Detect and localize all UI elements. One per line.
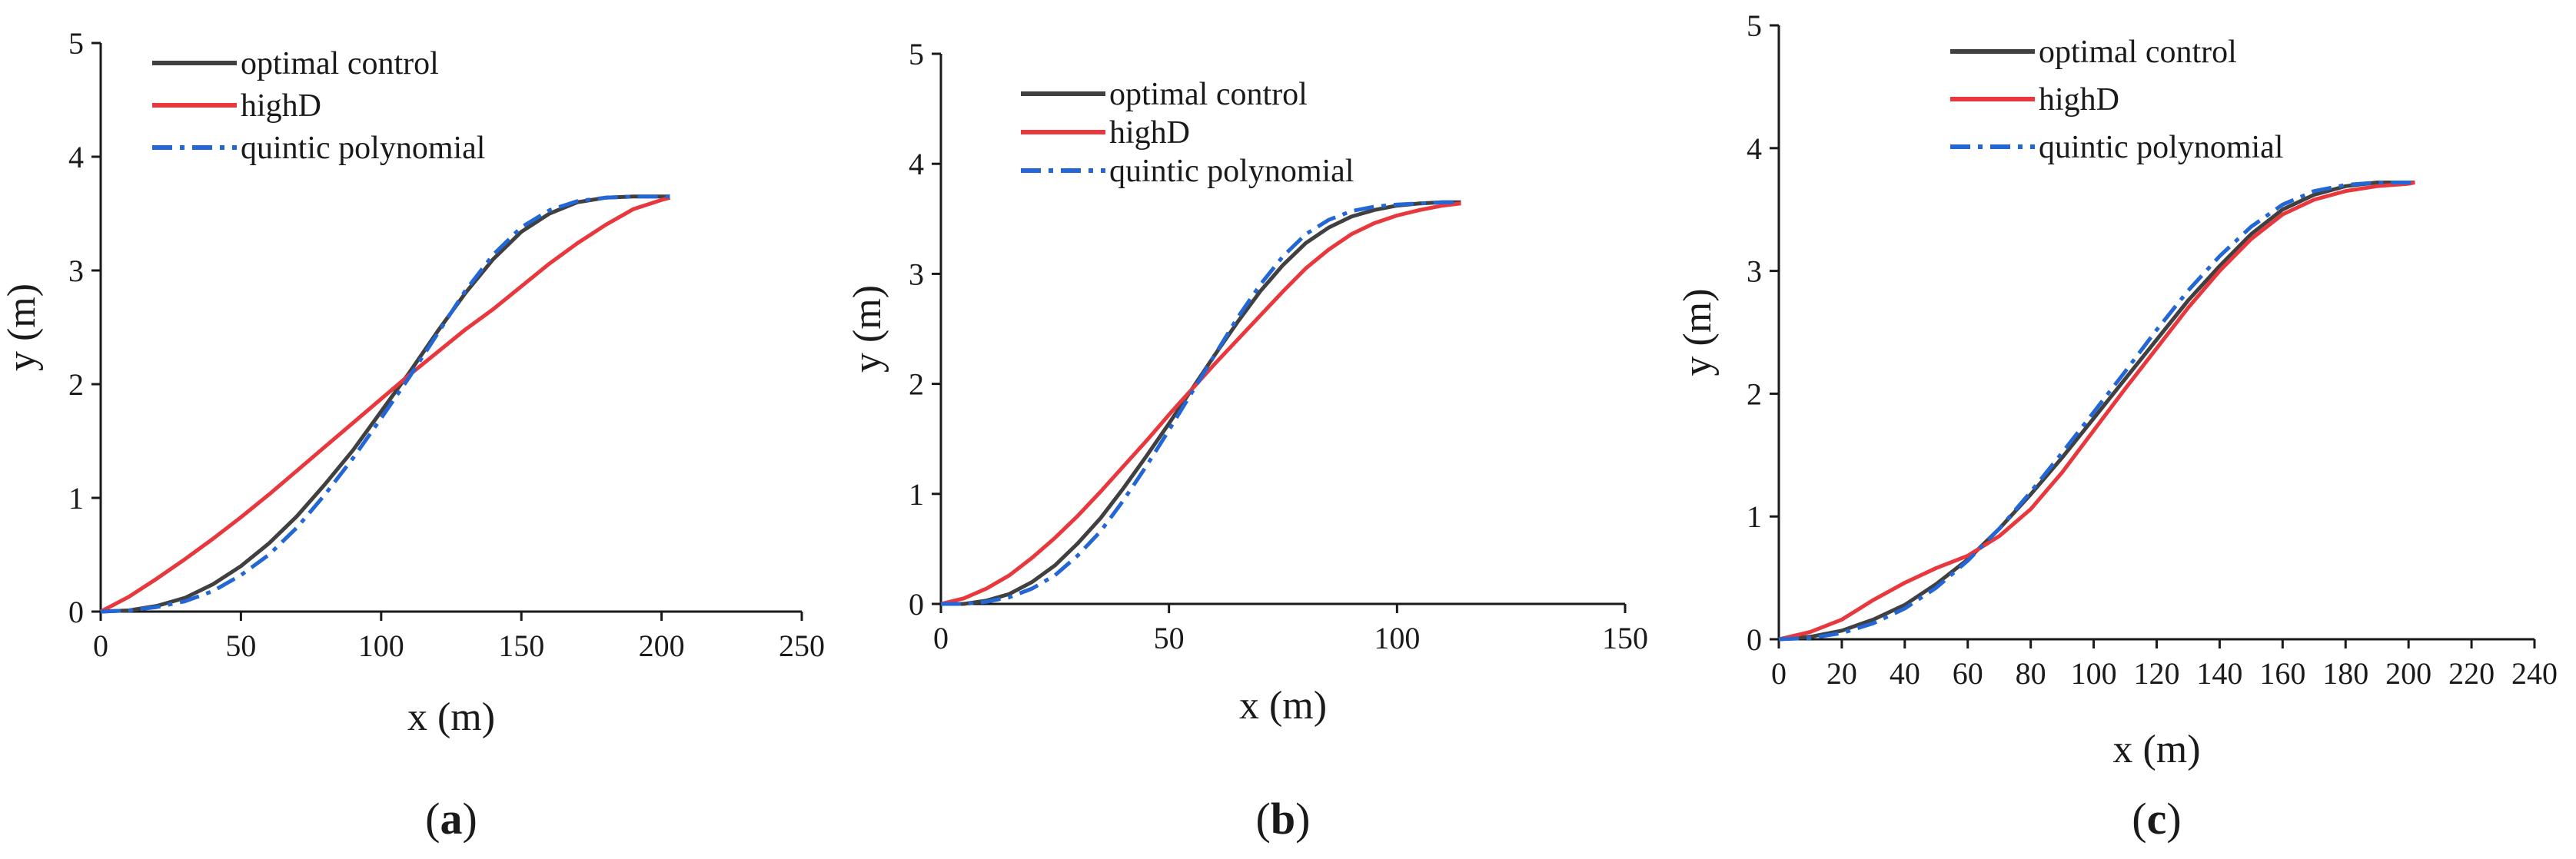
series-line-quintic-polynomial [100,194,670,614]
x-tick-label: 120 [2134,656,2180,691]
y-tick-label: 1 [68,481,84,516]
chart-panel-a: 0 50 100 150 200 250 0 1 2 3 4 5 x (m) y (m) optimal c… [0,26,825,844]
series-line-optimal-control [100,194,670,614]
x-axis-label: x (m) [2112,728,2200,771]
y-tick-label: 4 [1747,131,1762,166]
series-line-quintic-polynomial [941,200,1461,606]
x-tick-label: 100 [1374,621,1420,655]
panel-label-letter: b [1271,794,1295,844]
panel-label-close: ) [1295,794,1310,844]
x-tick-label: 140 [2196,656,2242,691]
y-tick-label: 3 [68,254,84,288]
legend-label: optimal control [2039,35,2237,70]
x-tick-label: 160 [2259,656,2305,691]
x-tick-label: 100 [2071,656,2117,691]
x-tick-label: 240 [2511,656,2558,691]
y-tick-label: 4 [68,140,84,174]
legend-label: optimal control [241,46,439,81]
panel-label-close: ) [463,794,477,844]
series-line-highD [99,195,671,614]
x-tick-label: 80 [2016,656,2046,691]
legend-label: quintic polynomial [1109,154,1354,189]
panel-label-open: ( [1256,794,1271,844]
x-tick-label: 250 [779,628,825,663]
x-tick-label: 60 [1953,656,1983,691]
x-axis-label: x (m) [407,695,495,739]
chart-panel-b: 0 50 100 150 0 1 2 3 4 5 x (m) y (m) optimal control… [846,37,1648,844]
y-tick-label: 2 [1747,376,1762,411]
y-axis-label: y (m) [846,285,889,373]
series-line-optimal-control [941,200,1461,606]
panel-label-letter: c [2147,794,2167,844]
x-tick-label: 0 [93,628,108,663]
x-tick-label: 40 [1890,656,1920,691]
y-tick-label: 0 [68,595,84,629]
panel-label: (a) [425,794,477,844]
y-tick-label: 0 [1747,622,1762,657]
panel-label: (c) [2132,794,2181,844]
x-tick-label: 200 [639,628,685,663]
legend-label: highD [1109,115,1190,151]
y-tick-label: 5 [1747,8,1762,43]
y-tick-label: 1 [909,477,924,512]
chart-panel-c: 0 20 40 60 80 100 120 140 160 180 200 220 240 0 1 2 3 4 5 x… [1676,8,2558,844]
y-tick-label: 1 [1747,499,1762,534]
x-tick-label: 200 [2385,656,2431,691]
legend-label: highD [241,88,321,124]
x-tick-label: 150 [1602,621,1648,655]
panel-label: (b) [1256,794,1311,844]
y-tick-label: 5 [68,26,84,61]
x-tick-label: 0 [1771,656,1787,691]
panel-label-open: ( [2132,794,2146,844]
x-tick-label: 0 [933,621,949,655]
y-tick-label: 5 [909,37,924,71]
panel-label-open: ( [425,794,440,844]
series-line-highD [940,201,1461,606]
panel-label-letter: a [440,794,463,844]
y-tick-label: 3 [909,257,924,291]
legend-label: quintic polynomial [241,131,485,166]
y-tick-label: 4 [909,147,924,181]
x-tick-label: 100 [358,628,404,663]
legend-label: highD [2039,82,2119,118]
series-line-highD [1778,181,2415,642]
y-tick-label: 2 [68,367,84,402]
y-tick-label: 2 [909,367,924,402]
y-axis-label: y (m) [1676,288,1720,376]
x-tick-label: 20 [1826,656,1857,691]
x-tick-label: 220 [2448,656,2495,691]
legend-label: optimal control [1109,77,1308,112]
x-tick-label: 180 [2322,656,2368,691]
y-tick-label: 3 [1747,254,1762,289]
x-axis-label: x (m) [1239,684,1327,728]
legend-label: quintic polynomial [2039,130,2283,165]
y-axis-label: y (m) [0,284,44,371]
series-line-quintic-polynomial [1778,181,2415,642]
series-line-optimal-control [1778,181,2415,642]
panel-label-close: ) [2166,794,2181,844]
x-tick-label: 50 [1154,621,1185,655]
y-tick-label: 0 [909,587,924,622]
x-tick-label: 150 [498,628,544,663]
x-tick-label: 50 [225,628,256,663]
